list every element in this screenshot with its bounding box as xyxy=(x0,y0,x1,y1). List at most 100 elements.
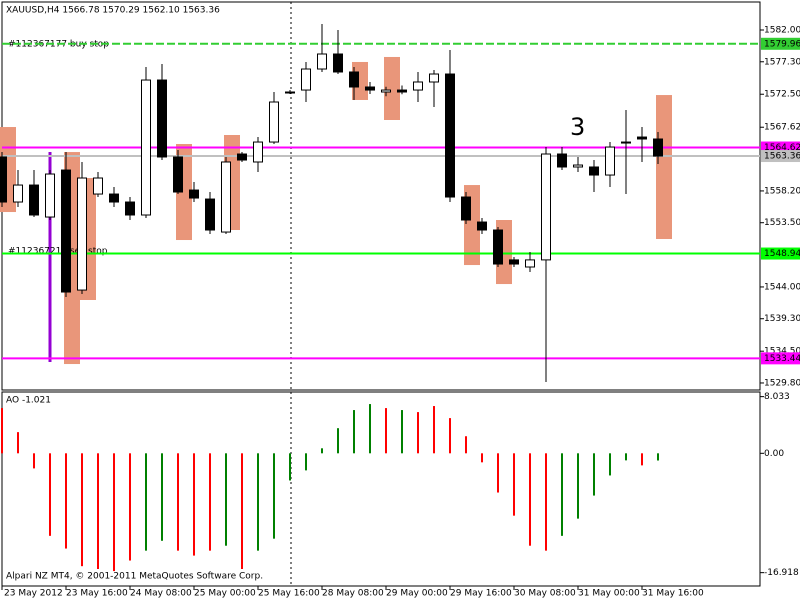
ao-panel xyxy=(1,391,761,587)
y-tick-label: 1544.00 xyxy=(764,282,800,292)
candle-body xyxy=(349,71,359,88)
y-tick-label: 1572.50 xyxy=(764,90,800,100)
y-tick-label: 1582.00 xyxy=(764,25,800,35)
candle-body xyxy=(29,184,39,216)
price-level-label: 1564.62 xyxy=(764,143,800,153)
candle-body xyxy=(221,161,231,233)
candle-body xyxy=(525,259,535,268)
bar xyxy=(625,453,627,461)
bar xyxy=(385,408,387,454)
y-tick-label: -16.918 xyxy=(764,568,799,578)
candle-body xyxy=(397,89,407,93)
candle-body xyxy=(413,81,423,91)
bar xyxy=(273,453,275,539)
x-tick-label: 25 May 00:00 xyxy=(194,589,256,599)
candle-body xyxy=(445,73,455,198)
x-tick-label: 31 May 16:00 xyxy=(642,589,704,599)
bar xyxy=(449,418,451,454)
candle-body xyxy=(541,153,551,261)
candle-body xyxy=(429,73,439,83)
y-tick-label: 1567.62 xyxy=(764,123,800,133)
price-level-label: 1533.44 xyxy=(764,354,800,364)
candle-body xyxy=(461,196,471,221)
price-level-box xyxy=(761,37,800,50)
chart-title: XAUUSD,H4 1566.78 1570.29 1562.10 1563.3… xyxy=(6,6,220,16)
bar xyxy=(577,453,579,519)
bar xyxy=(593,453,595,496)
candle-body xyxy=(157,79,167,158)
bar xyxy=(209,453,211,551)
zone xyxy=(384,56,400,120)
bar xyxy=(129,453,131,561)
bar xyxy=(17,432,19,454)
bar xyxy=(321,448,323,454)
bar xyxy=(337,428,339,454)
y-tick-label: 1558.20 xyxy=(764,186,800,196)
bar xyxy=(241,453,243,569)
price-level-label: 1548.94 xyxy=(764,249,800,259)
candle-body xyxy=(317,53,327,70)
y-tick-label: 1529.80 xyxy=(764,378,800,388)
candle-body xyxy=(45,173,55,218)
candle-body xyxy=(605,146,615,176)
bar xyxy=(161,453,163,541)
candle-body xyxy=(237,153,247,161)
bar xyxy=(145,453,147,551)
candle-body xyxy=(253,141,263,163)
candle-body xyxy=(301,68,311,91)
panel-title: AO -1.021 xyxy=(6,396,51,406)
x-tick-label: 31 May 00:00 xyxy=(578,589,640,599)
annotation: #112367210 sell stop xyxy=(8,247,108,257)
bar xyxy=(529,453,531,546)
bar xyxy=(657,453,659,461)
bar xyxy=(225,453,227,546)
candle-body xyxy=(381,89,391,93)
bar xyxy=(305,453,307,471)
candle-body xyxy=(285,91,295,94)
bar xyxy=(465,436,467,454)
x-tick-label: 29 May 16:00 xyxy=(450,589,512,599)
x-tick-label: 24 May 08:00 xyxy=(130,589,192,599)
bar xyxy=(1,408,3,454)
bar xyxy=(481,453,483,463)
candle-body xyxy=(125,201,135,216)
bar xyxy=(561,453,563,536)
bar xyxy=(497,453,499,493)
bar xyxy=(289,453,291,481)
candle-body xyxy=(189,189,199,199)
candle-body xyxy=(573,164,583,168)
candle-body xyxy=(333,53,343,73)
bar xyxy=(257,453,259,551)
bar xyxy=(65,453,67,549)
candle-body xyxy=(589,166,599,176)
price-level-box xyxy=(761,247,800,260)
footer: Alpari NZ MT4, © 2001-2011 MetaQuotes So… xyxy=(6,572,263,582)
candle-body xyxy=(621,141,631,144)
x-tick-label: 30 May 08:00 xyxy=(514,589,576,599)
candle-body xyxy=(109,193,119,203)
bar xyxy=(609,453,611,476)
bar xyxy=(353,410,355,454)
y-tick-label: 1553.50 xyxy=(764,218,800,228)
y-tick-label: 1534.50 xyxy=(764,347,800,357)
candle-body xyxy=(269,101,279,143)
bar xyxy=(369,404,371,454)
bar xyxy=(49,453,51,536)
bar xyxy=(177,453,179,551)
candle-body xyxy=(509,259,519,265)
candle-body xyxy=(493,229,503,265)
main-panel xyxy=(1,1,761,391)
y-tick-label: 8.033 xyxy=(764,392,790,402)
bar xyxy=(513,453,515,516)
bar xyxy=(81,453,83,567)
price-level-box xyxy=(761,150,800,163)
candle-body xyxy=(365,86,375,91)
candle-body xyxy=(173,156,183,193)
candle-body xyxy=(141,79,151,216)
x-tick-label: 28 May 08:00 xyxy=(322,589,384,599)
bar xyxy=(417,412,419,454)
annotation: 3 xyxy=(570,113,585,141)
zone xyxy=(656,95,672,240)
